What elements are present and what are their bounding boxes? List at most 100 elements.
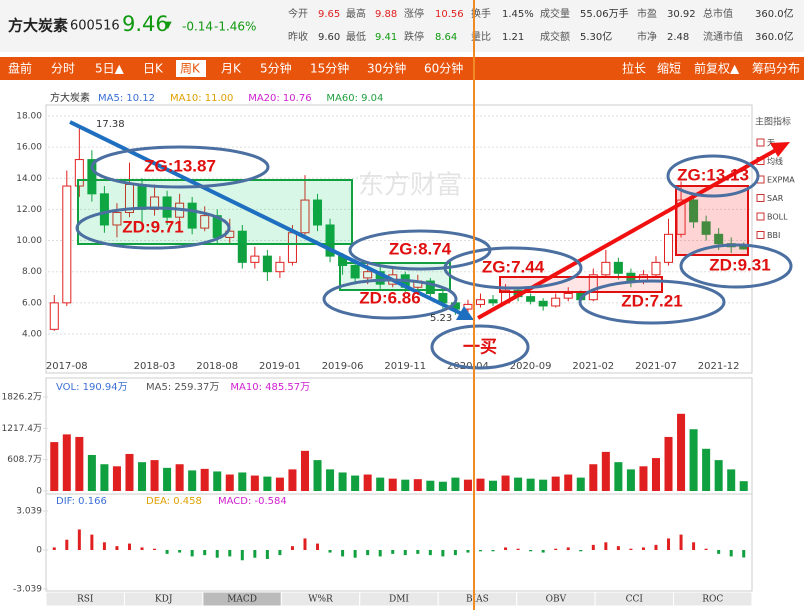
menu-checkbox[interactable]: [756, 231, 765, 239]
menu-checkbox[interactable]: [756, 194, 765, 202]
bar: [742, 550, 746, 558]
side-menu-item[interactable]: 均线: [767, 156, 783, 166]
bar: [303, 538, 307, 550]
annotation: ZG:13.87: [144, 156, 216, 175]
bar: [188, 470, 197, 491]
bar: [401, 479, 410, 491]
bar: [90, 534, 94, 550]
tab-label[interactable]: DMI: [389, 595, 409, 605]
stock-name: 方大炭素: [8, 17, 68, 35]
bar: [366, 550, 370, 556]
x-tick-label: 2020-09: [510, 361, 552, 372]
toolbar-item[interactable]: 60分钟: [424, 61, 463, 76]
candle-body: [350, 264, 360, 279]
tab-label[interactable]: MACD: [227, 595, 257, 605]
bar: [576, 477, 585, 491]
toolbar-item[interactable]: 缩短: [657, 61, 681, 76]
tab-label[interactable]: ROC: [702, 595, 723, 605]
bar: [614, 462, 623, 491]
tab-label[interactable]: W%R: [308, 595, 333, 605]
y-tick-label: 16.00: [16, 143, 42, 153]
toolbar-item[interactable]: 15分钟: [310, 61, 349, 76]
bar: [213, 471, 222, 491]
quote-value: 1.21: [502, 32, 524, 43]
menu-checkbox[interactable]: [756, 212, 765, 221]
toolbar-item[interactable]: 5日▲: [95, 62, 125, 76]
bar: [178, 550, 182, 553]
toolbar-item[interactable]: 周K: [180, 62, 201, 76]
tab-label[interactable]: OBV: [546, 595, 567, 605]
legend-title: DIF: 0.166: [56, 496, 107, 507]
y-tick-label: 1826.2万: [2, 393, 43, 403]
bar: [626, 469, 635, 491]
stock-price: 9.46: [122, 12, 169, 36]
bar: [388, 478, 397, 491]
bar: [529, 550, 533, 552]
candle-body: [313, 199, 323, 226]
candle-body: [538, 300, 548, 307]
macd-frame: [45, 493, 753, 592]
bar: [463, 479, 472, 491]
tab-bg[interactable]: [673, 591, 753, 607]
quote-value: 10.56: [435, 9, 464, 20]
candle-body: [488, 299, 498, 304]
candle-body: [200, 215, 210, 229]
bar: [591, 544, 595, 550]
toolbar-item[interactable]: 5分钟: [260, 61, 292, 76]
bar: [629, 548, 633, 550]
bar: [702, 448, 711, 491]
bar: [228, 550, 232, 557]
toolbar-item[interactable]: 前复权▲: [694, 61, 740, 76]
trend-arrow: [477, 148, 777, 320]
annotation: ZG:8.74: [389, 239, 452, 258]
bar: [62, 434, 71, 491]
candle-body: [689, 199, 699, 223]
bar: [265, 550, 269, 559]
bar: [338, 472, 347, 491]
quote-value: 9.88: [375, 9, 397, 20]
toolbar-item[interactable]: 分时: [51, 62, 75, 76]
bar: [115, 546, 119, 550]
quote-label: 昨收: [288, 30, 308, 43]
side-menu-item[interactable]: BOLL: [767, 213, 788, 222]
x-tick-label: 2018-03: [134, 361, 176, 372]
candle-body: [49, 302, 59, 330]
menu-checkbox[interactable]: [756, 138, 765, 147]
y-tick-label: 6.00: [22, 298, 42, 308]
bar: [391, 550, 395, 554]
quote-label: 总市值: [703, 7, 733, 20]
side-menu-item[interactable]: BBI: [767, 231, 780, 240]
bar: [75, 436, 84, 491]
high-label: 17.38: [96, 119, 125, 130]
bar: [102, 542, 106, 550]
bar: [328, 550, 332, 553]
legend-item: MACD: -0.584: [218, 496, 287, 507]
tab-label[interactable]: KDJ: [155, 595, 173, 605]
side-menu-item[interactable]: EXPMA: [767, 176, 795, 185]
candle-body: [425, 280, 435, 294]
price-frame: [45, 104, 753, 374]
x-tick-label: 2019-01: [259, 361, 301, 372]
candle-body: [613, 261, 623, 274]
toolbar-item[interactable]: 日K: [143, 62, 164, 76]
bar: [639, 466, 648, 491]
tab-label[interactable]: RSI: [77, 595, 94, 605]
toolbar-item[interactable]: 筹码分布: [752, 62, 800, 76]
toolbar-item[interactable]: 月K: [221, 62, 242, 76]
tab-label[interactable]: CCI: [626, 595, 644, 605]
bar: [504, 547, 508, 550]
ellipse: [666, 154, 760, 198]
tab-label[interactable]: BIAS: [466, 595, 489, 605]
zone-box: [77, 179, 353, 245]
toolbar-item[interactable]: 盘前: [8, 61, 32, 76]
quote-value: 360.0亿: [755, 30, 794, 43]
bar: [541, 550, 545, 553]
trend-arrow: [69, 120, 463, 316]
toolbar-item[interactable]: 30分钟: [367, 61, 406, 76]
side-menu-item[interactable]: SAR: [767, 194, 784, 203]
arrow-head: [770, 142, 790, 157]
candle-body: [651, 261, 661, 276]
bar: [416, 550, 420, 554]
toolbar-item[interactable]: 拉长: [622, 61, 646, 76]
